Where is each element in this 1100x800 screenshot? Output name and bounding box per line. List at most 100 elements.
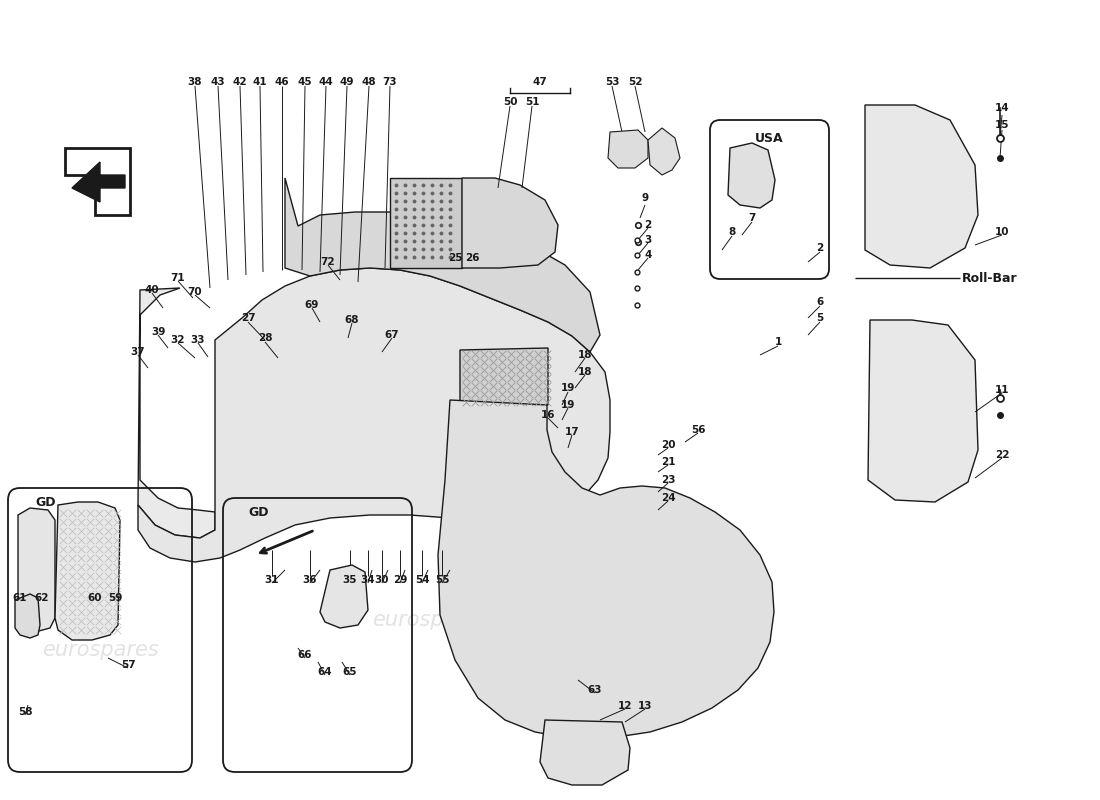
Text: 69: 69 xyxy=(305,300,319,310)
Text: 45: 45 xyxy=(298,77,312,87)
Text: 20: 20 xyxy=(661,440,675,450)
Text: 39: 39 xyxy=(151,327,165,337)
Text: 22: 22 xyxy=(994,450,1010,460)
Text: 24: 24 xyxy=(661,493,675,503)
Text: 15: 15 xyxy=(994,120,1010,130)
Text: 34: 34 xyxy=(361,575,375,585)
Text: 68: 68 xyxy=(344,315,360,325)
Polygon shape xyxy=(285,178,600,352)
Text: 12: 12 xyxy=(618,701,632,711)
Text: 61: 61 xyxy=(13,593,28,603)
Text: 49: 49 xyxy=(340,77,354,87)
Text: 18: 18 xyxy=(578,350,592,360)
Text: 14: 14 xyxy=(994,103,1010,113)
Text: GD: GD xyxy=(35,497,55,510)
Text: Roll-Bar: Roll-Bar xyxy=(962,271,1018,285)
Text: 25: 25 xyxy=(448,253,462,263)
Text: 2: 2 xyxy=(816,243,824,253)
Text: 21: 21 xyxy=(661,457,675,467)
Polygon shape xyxy=(865,105,978,268)
Polygon shape xyxy=(65,148,130,215)
Text: 52: 52 xyxy=(628,77,642,87)
Text: 10: 10 xyxy=(994,227,1010,237)
Text: 19: 19 xyxy=(561,383,575,393)
Text: 29: 29 xyxy=(393,575,407,585)
Text: 62: 62 xyxy=(35,593,50,603)
Polygon shape xyxy=(18,508,55,632)
Text: 70: 70 xyxy=(188,287,202,297)
Polygon shape xyxy=(138,288,214,538)
Text: 1: 1 xyxy=(774,337,782,347)
Text: GD: GD xyxy=(248,506,268,519)
Text: 56: 56 xyxy=(691,425,705,435)
Text: 50: 50 xyxy=(503,97,517,107)
Text: 33: 33 xyxy=(190,335,206,345)
Text: 30: 30 xyxy=(375,575,389,585)
Text: eurospares: eurospares xyxy=(641,590,758,610)
Text: 65: 65 xyxy=(343,667,358,677)
Text: 38: 38 xyxy=(188,77,202,87)
Text: 17: 17 xyxy=(564,427,580,437)
Text: 37: 37 xyxy=(131,347,145,357)
Text: 8: 8 xyxy=(728,227,736,237)
Text: eurospares: eurospares xyxy=(242,370,359,390)
Polygon shape xyxy=(438,400,774,738)
Text: 23: 23 xyxy=(661,475,675,485)
Polygon shape xyxy=(320,565,368,628)
Text: 28: 28 xyxy=(257,333,273,343)
Text: 67: 67 xyxy=(385,330,399,340)
Text: 60: 60 xyxy=(88,593,102,603)
Text: 9: 9 xyxy=(641,193,649,203)
Text: 64: 64 xyxy=(318,667,332,677)
Polygon shape xyxy=(540,720,630,785)
Text: 44: 44 xyxy=(319,77,333,87)
Text: 40: 40 xyxy=(145,285,160,295)
Text: 71: 71 xyxy=(170,273,185,283)
Text: 58: 58 xyxy=(18,707,32,717)
Text: 42: 42 xyxy=(233,77,248,87)
Text: 5: 5 xyxy=(816,313,824,323)
Text: 19: 19 xyxy=(561,400,575,410)
Text: 11: 11 xyxy=(994,385,1010,395)
Text: 13: 13 xyxy=(638,701,652,711)
Text: 4: 4 xyxy=(645,250,651,260)
Text: 72: 72 xyxy=(321,257,336,267)
Polygon shape xyxy=(868,320,978,502)
Text: 54: 54 xyxy=(415,575,429,585)
Polygon shape xyxy=(608,130,648,168)
Polygon shape xyxy=(138,268,610,562)
Text: eurospares: eurospares xyxy=(372,610,488,630)
Text: 55: 55 xyxy=(434,575,449,585)
Polygon shape xyxy=(728,143,776,208)
Text: 31: 31 xyxy=(265,575,279,585)
Polygon shape xyxy=(390,178,462,268)
Text: 18: 18 xyxy=(578,367,592,377)
Text: 6: 6 xyxy=(816,297,824,307)
Polygon shape xyxy=(460,348,548,408)
Text: 7: 7 xyxy=(748,213,756,223)
Text: 36: 36 xyxy=(302,575,317,585)
Text: 43: 43 xyxy=(211,77,226,87)
Polygon shape xyxy=(15,594,40,638)
Text: eurospares: eurospares xyxy=(42,640,158,660)
Polygon shape xyxy=(648,128,680,175)
Text: 46: 46 xyxy=(275,77,289,87)
Text: 27: 27 xyxy=(241,313,255,323)
Text: 51: 51 xyxy=(525,97,539,107)
Text: 2: 2 xyxy=(645,220,651,230)
Text: 41: 41 xyxy=(253,77,267,87)
Polygon shape xyxy=(72,162,125,202)
Text: USA: USA xyxy=(755,131,783,145)
Text: 73: 73 xyxy=(383,77,397,87)
Text: 57: 57 xyxy=(121,660,135,670)
Text: 48: 48 xyxy=(362,77,376,87)
Text: 16: 16 xyxy=(541,410,556,420)
Text: 59: 59 xyxy=(108,593,122,603)
Text: 26: 26 xyxy=(464,253,480,263)
Text: 3: 3 xyxy=(645,235,651,245)
Text: 66: 66 xyxy=(298,650,312,660)
Text: 47: 47 xyxy=(532,77,548,87)
Text: eurospares: eurospares xyxy=(512,560,628,580)
Text: 53: 53 xyxy=(605,77,619,87)
Polygon shape xyxy=(55,502,120,640)
